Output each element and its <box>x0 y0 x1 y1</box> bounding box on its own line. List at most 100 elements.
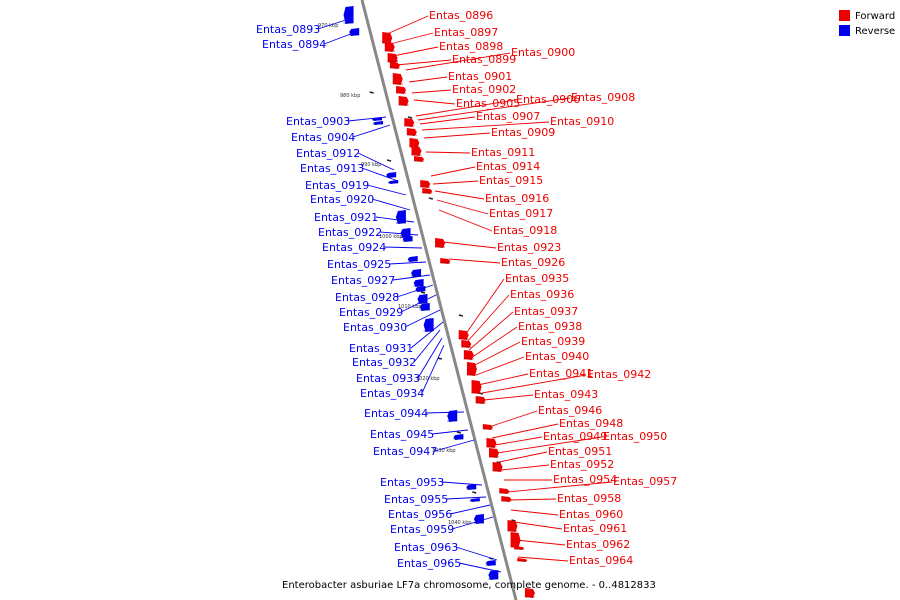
reverse-leader-line <box>451 516 494 530</box>
reverse-leader-line <box>375 216 415 223</box>
reverse-leader-line <box>383 246 423 249</box>
reverse-gene-label[interactable]: Entas_0920 <box>310 193 374 206</box>
reverse-gene-label[interactable]: Entas_0927 <box>331 274 395 287</box>
forward-gene-label[interactable]: Entas_0939 <box>521 335 585 348</box>
forward-gene-label[interactable]: Entas_0952 <box>550 458 614 471</box>
forward-gene-label[interactable]: Entas_0902 <box>452 83 516 96</box>
reverse-gene-label[interactable]: Entas_0925 <box>327 258 391 271</box>
reverse-leader-line <box>352 124 391 138</box>
forward-leader-line <box>508 498 557 501</box>
reverse-gene-label[interactable]: Entas_0922 <box>318 226 382 239</box>
forward-gene-label[interactable]: Entas_0907 <box>476 110 540 123</box>
forward-leader-line <box>500 464 550 471</box>
forward-gene-label[interactable]: Entas_0964 <box>569 554 633 567</box>
reverse-gene-label[interactable]: Entas_0893 <box>256 23 320 36</box>
reverse-gene-label[interactable]: Entas_0903 <box>286 115 350 128</box>
reverse-gene-label[interactable]: Entas_0932 <box>352 356 416 369</box>
forward-gene-label[interactable]: Entas_0962 <box>566 538 630 551</box>
reverse-gene-label[interactable]: Entas_0947 <box>373 445 437 458</box>
reverse-gene-label[interactable]: Entas_0894 <box>262 38 326 51</box>
forward-gene-label[interactable]: Entas_0954 <box>553 473 617 486</box>
forward-leader-line <box>436 199 489 215</box>
forward-gene-feature <box>510 532 521 548</box>
forward-gene-label[interactable]: Entas_0961 <box>563 522 627 535</box>
forward-gene-label[interactable]: Entas_0958 <box>557 492 621 505</box>
reverse-gene-label[interactable]: Entas_0934 <box>360 387 424 400</box>
forward-gene-label[interactable]: Entas_0948 <box>559 417 623 430</box>
reverse-gene-feature <box>413 279 424 287</box>
reverse-leader-line <box>379 231 419 236</box>
reverse-gene-label[interactable]: Entas_0933 <box>356 372 420 385</box>
forward-gene-label[interactable]: Entas_0898 <box>439 40 503 53</box>
forward-gene-feature <box>471 380 482 394</box>
reverse-gene-label[interactable]: Entas_0929 <box>339 306 403 319</box>
forward-gene-label[interactable]: Entas_0938 <box>518 320 582 333</box>
reverse-gene-label[interactable]: Entas_0904 <box>291 131 355 144</box>
forward-gene-label[interactable]: Entas_0949 <box>543 430 607 443</box>
forward-gene-label[interactable]: Entas_0909 <box>491 126 555 139</box>
reverse-leader-line <box>434 439 475 452</box>
reverse-gene-label[interactable]: Entas_0956 <box>388 508 452 521</box>
reverse-leader-line <box>366 184 407 196</box>
forward-leader-line <box>421 121 550 131</box>
forward-gene-label[interactable]: Entas_0960 <box>559 508 623 521</box>
reverse-gene-label[interactable]: Entas_0931 <box>349 342 413 355</box>
forward-gene-label[interactable]: Entas_0897 <box>434 26 498 39</box>
forward-gene-label[interactable]: Entas_0918 <box>493 224 557 237</box>
reverse-gene-label[interactable]: Entas_0924 <box>322 241 386 254</box>
forward-gene-label[interactable]: Entas_0940 <box>525 350 589 363</box>
forward-gene-label[interactable]: Entas_0936 <box>510 288 574 301</box>
forward-gene-label[interactable]: Entas_0943 <box>534 388 598 401</box>
forward-gene-label[interactable]: Entas_0946 <box>538 404 602 417</box>
forward-gene-label[interactable]: Entas_0935 <box>505 272 569 285</box>
reverse-gene-label[interactable]: Entas_0928 <box>335 291 399 304</box>
reverse-gene-label[interactable]: Entas_0944 <box>364 407 428 420</box>
reverse-gene-feature <box>469 498 480 502</box>
forward-gene-label[interactable]: Entas_0926 <box>501 256 565 269</box>
forward-gene-label[interactable]: Entas_0917 <box>489 207 553 220</box>
reverse-gene-label[interactable]: Entas_0921 <box>314 211 378 224</box>
forward-gene-label[interactable]: Entas_0915 <box>479 174 543 187</box>
forward-gene-label[interactable]: Entas_0908 <box>571 91 635 104</box>
kbp-label: 990 kbp <box>361 162 381 168</box>
forward-gene-label[interactable]: Entas_0910 <box>550 115 614 128</box>
forward-gene-label[interactable]: Entas_0951 <box>548 445 612 458</box>
kbp-label: 1020 kbp <box>416 376 440 382</box>
reverse-gene-label[interactable]: Entas_0955 <box>384 493 448 506</box>
forward-leader-line <box>405 52 511 71</box>
forward-gene-label[interactable]: Entas_0896 <box>429 9 493 22</box>
forward-gene-label[interactable]: Entas_0899 <box>452 53 516 66</box>
forward-gene-label[interactable]: Entas_0901 <box>448 70 512 83</box>
forward-gene-label[interactable]: Entas_0914 <box>476 160 540 173</box>
forward-leader-line <box>442 241 497 249</box>
forward-gene-label[interactable]: Entas_0942 <box>587 368 651 381</box>
forward-gene-label[interactable]: Entas_0911 <box>471 146 535 159</box>
reverse-leader-line <box>455 546 498 561</box>
tick-mark <box>472 491 477 494</box>
forward-gene-label[interactable]: Entas_0923 <box>497 241 561 254</box>
reverse-gene-feature <box>453 434 464 440</box>
reverse-gene-label[interactable]: Entas_0912 <box>296 147 360 160</box>
forward-gene-label[interactable]: Entas_0905 <box>456 97 520 110</box>
forward-leader-line <box>389 32 434 45</box>
forward-gene-label[interactable]: Entas_0950 <box>603 430 667 443</box>
reverse-gene-label[interactable]: Entas_0913 <box>300 162 364 175</box>
reverse-gene-label[interactable]: Entas_0963 <box>394 541 458 554</box>
forward-leader-line <box>494 436 543 446</box>
forward-gene-label[interactable]: Entas_0906 <box>516 93 580 106</box>
forward-gene-label[interactable]: Entas_0916 <box>485 192 549 205</box>
reverse-gene-label[interactable]: Entas_0965 <box>397 557 461 570</box>
reverse-leader-line <box>371 198 411 211</box>
reverse-leader-line <box>431 429 469 435</box>
reverse-gene-label[interactable]: Entas_0919 <box>305 179 369 192</box>
forward-gene-label[interactable]: Entas_0900 <box>511 46 575 59</box>
reverse-gene-label[interactable]: Entas_0953 <box>380 476 444 489</box>
reverse-gene-label[interactable]: Entas_0959 <box>390 523 454 536</box>
forward-gene-label[interactable]: Entas_0941 <box>529 367 593 380</box>
reverse-leader-line <box>421 344 445 394</box>
forward-gene-label[interactable]: Entas_0957 <box>613 475 677 488</box>
forward-gene-label[interactable]: Entas_0937 <box>514 305 578 318</box>
reverse-gene-label[interactable]: Entas_0930 <box>343 321 407 334</box>
reverse-gene-label[interactable]: Entas_0945 <box>370 428 434 441</box>
